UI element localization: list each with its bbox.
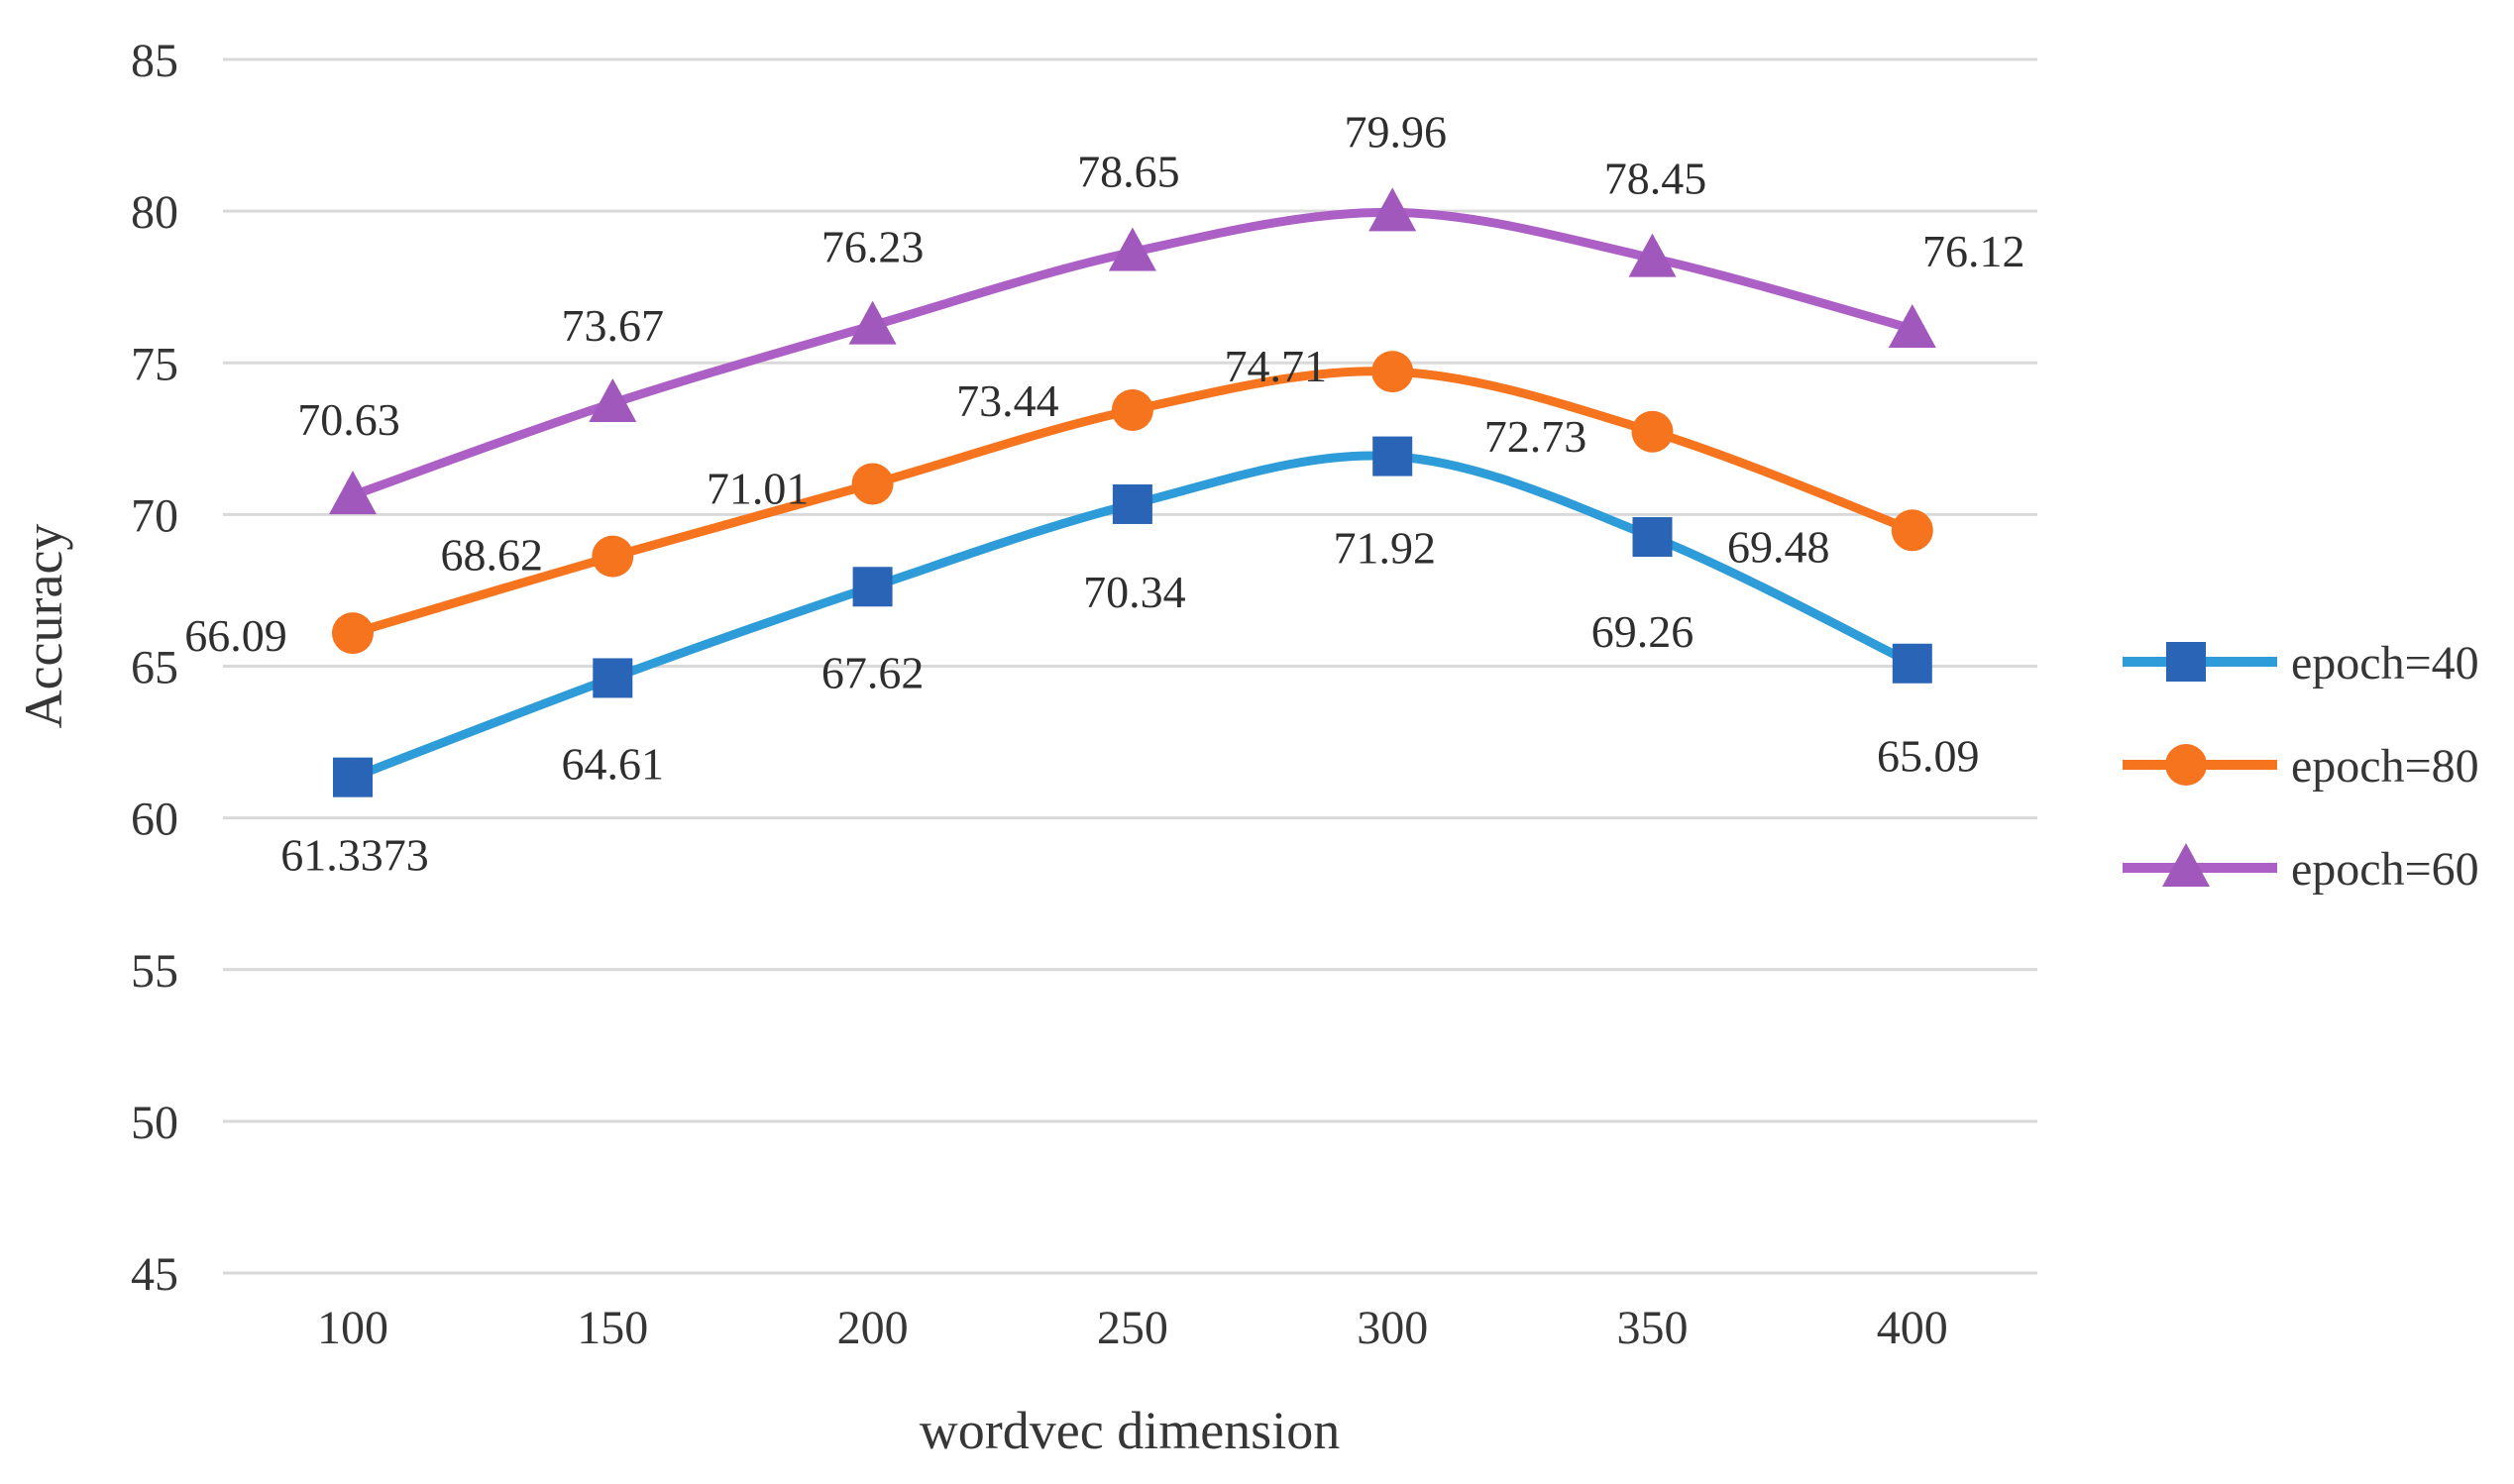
data-point-epoch-80-350 [1631, 410, 1674, 453]
y-axis-tick-labels: 45 50 55 60 65 70 75 80 85 [131, 35, 178, 1301]
series-layer [329, 187, 1936, 797]
series-epoch-40 [333, 436, 1932, 797]
data-point-epoch-60-250 [1108, 227, 1156, 271]
data-point-epoch-60-400 [1888, 303, 1936, 348]
x-tick-label: 100 [317, 1302, 388, 1354]
series-epoch-60 [329, 187, 1936, 515]
y-tick-label: 70 [131, 489, 178, 542]
data-label-epoch-80-400: 69.48 [1727, 521, 1830, 572]
data-point-epoch-40-300 [1372, 436, 1413, 477]
legend-label-epoch-40: epoch=40 [2291, 637, 2479, 689]
y-tick-label: 45 [131, 1248, 178, 1301]
legend-item-epoch-40: epoch=40 [2123, 637, 2479, 689]
legend-item-epoch-80: epoch=80 [2123, 740, 2479, 793]
data-label-epoch-60-150: 73.67 [562, 300, 665, 351]
data-point-epoch-60-150 [589, 377, 637, 422]
x-axis-tick-labels: 100 150 200 250 300 350 400 [317, 1302, 1948, 1354]
y-axis-title: Accuracy [14, 524, 73, 729]
data-label-epoch-60-250: 78.65 [1077, 146, 1180, 196]
legend-marker-epoch-40 [2166, 642, 2206, 682]
data-point-epoch-40-250 [1112, 483, 1152, 524]
data-label-epoch-80-150: 68.62 [441, 530, 544, 581]
y-tick-label: 65 [131, 642, 178, 694]
data-point-epoch-40-200 [852, 567, 893, 607]
data-point-epoch-40-100 [333, 757, 373, 797]
data-label-epoch-80-300: 74.71 [1224, 341, 1327, 391]
data-label-epoch-80-250: 73.44 [956, 375, 1059, 426]
data-label-epoch-60-100: 70.63 [297, 394, 400, 445]
data-label-epoch-40-400: 65.09 [1877, 731, 1980, 782]
data-point-epoch-40-350 [1632, 517, 1673, 558]
data-label-epoch-40-100: 61.3373 [280, 830, 429, 881]
series-epoch-80 [332, 351, 1933, 655]
data-point-epoch-40-400 [1892, 643, 1932, 684]
x-tick-label: 400 [1877, 1302, 1948, 1354]
data-label-epoch-80-200: 71.01 [707, 463, 810, 513]
y-tick-label: 60 [131, 794, 178, 846]
y-tick-label: 55 [131, 945, 178, 998]
x-tick-label: 250 [1097, 1302, 1168, 1354]
data-point-epoch-80-400 [1891, 509, 1933, 552]
data-point-epoch-80-150 [592, 535, 634, 578]
data-point-epoch-60-100 [329, 471, 377, 515]
data-label-epoch-60-350: 78.45 [1604, 154, 1707, 204]
x-tick-label: 350 [1617, 1302, 1689, 1354]
y-tick-label: 75 [131, 338, 178, 390]
y-tick-label: 50 [131, 1097, 178, 1149]
data-label-epoch-40-150: 64.61 [562, 738, 665, 789]
legend-label-epoch-60: epoch=60 [2291, 843, 2479, 896]
data-point-epoch-60-300 [1368, 187, 1417, 232]
legend: epoch=40 epoch=80 epoch=60 [2123, 637, 2479, 896]
data-label-epoch-60-400: 76.12 [1922, 226, 2025, 276]
data-label-epoch-80-350: 72.73 [1484, 411, 1587, 462]
x-tick-label: 200 [837, 1302, 909, 1354]
legend-item-epoch-60: epoch=60 [2123, 843, 2479, 896]
data-point-epoch-80-100 [332, 612, 374, 655]
data-label-epoch-60-300: 79.96 [1344, 106, 1447, 157]
legend-marker-epoch-80 [2165, 744, 2207, 786]
data-label-epoch-40-350: 69.26 [1591, 606, 1694, 657]
x-tick-label: 150 [577, 1302, 648, 1354]
legend-marker-epoch-60 [2162, 843, 2210, 887]
x-axis-title: wordvec dimension [920, 1401, 1340, 1460]
data-point-epoch-40-150 [593, 658, 633, 698]
x-tick-label: 300 [1357, 1302, 1428, 1354]
data-point-epoch-60-350 [1628, 233, 1677, 277]
y-tick-label: 85 [131, 35, 178, 87]
y-tick-label: 80 [131, 186, 178, 239]
legend-label-epoch-80: epoch=80 [2291, 740, 2479, 793]
data-point-epoch-80-250 [1111, 389, 1153, 432]
data-label-epoch-40-300: 71.92 [1333, 523, 1436, 574]
data-label-epoch-40-250: 70.34 [1083, 567, 1186, 617]
data-point-epoch-60-200 [848, 300, 897, 345]
data-label-epoch-40-200: 67.62 [821, 647, 925, 697]
data-label-epoch-80-100: 66.09 [184, 610, 287, 661]
data-point-epoch-80-300 [1371, 351, 1414, 393]
data-point-epoch-80-200 [851, 463, 894, 505]
data-label-epoch-60-200: 76.23 [821, 222, 925, 272]
data-label-layer: 61.3373 64.61 67.62 70.34 71.92 69.26 65.09 66.… [184, 106, 2024, 880]
